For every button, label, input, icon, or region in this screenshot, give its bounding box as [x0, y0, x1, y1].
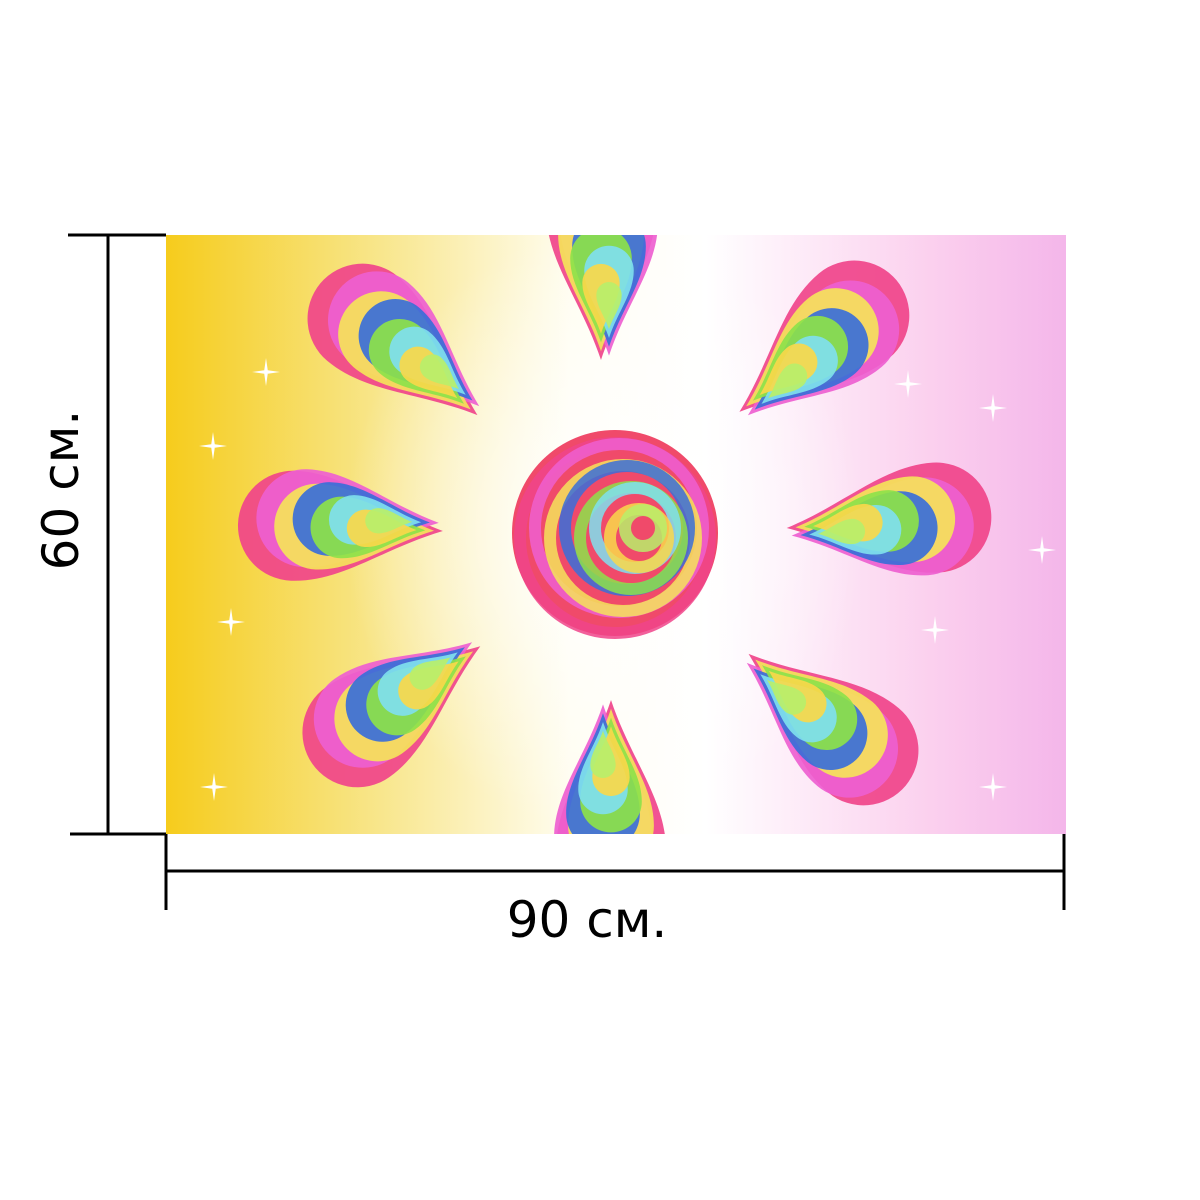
height-label: 60 см. — [32, 410, 90, 571]
sparkle — [921, 616, 949, 644]
petal — [237, 469, 443, 581]
petal — [302, 642, 481, 788]
petal-stripe — [409, 657, 451, 690]
petal — [546, 235, 658, 360]
dimension-lines — [68, 233, 1066, 910]
center-ball — [512, 430, 718, 639]
ball-ring — [619, 504, 667, 552]
petal-stripe — [767, 679, 807, 715]
sparkle — [217, 608, 245, 636]
petal-stripe — [596, 282, 622, 330]
petal — [746, 653, 919, 806]
sparkle — [1028, 536, 1056, 564]
sparkle — [979, 773, 1007, 801]
petal — [554, 700, 666, 834]
petal-stripe — [419, 354, 459, 390]
sparkle — [200, 773, 228, 801]
petal-stripe — [590, 730, 616, 778]
petal-stripe — [365, 508, 413, 534]
petal — [739, 260, 910, 416]
artwork — [199, 235, 1056, 834]
sparkle — [894, 370, 922, 398]
print-area — [166, 235, 1066, 834]
petal — [307, 263, 480, 416]
petal-stripe — [768, 363, 808, 399]
petal — [786, 462, 992, 576]
sparkle — [979, 394, 1007, 422]
width-label: 90 см. — [507, 891, 668, 949]
sparkle — [199, 432, 227, 460]
petal-stripe — [818, 518, 866, 545]
sparkle — [252, 358, 280, 386]
